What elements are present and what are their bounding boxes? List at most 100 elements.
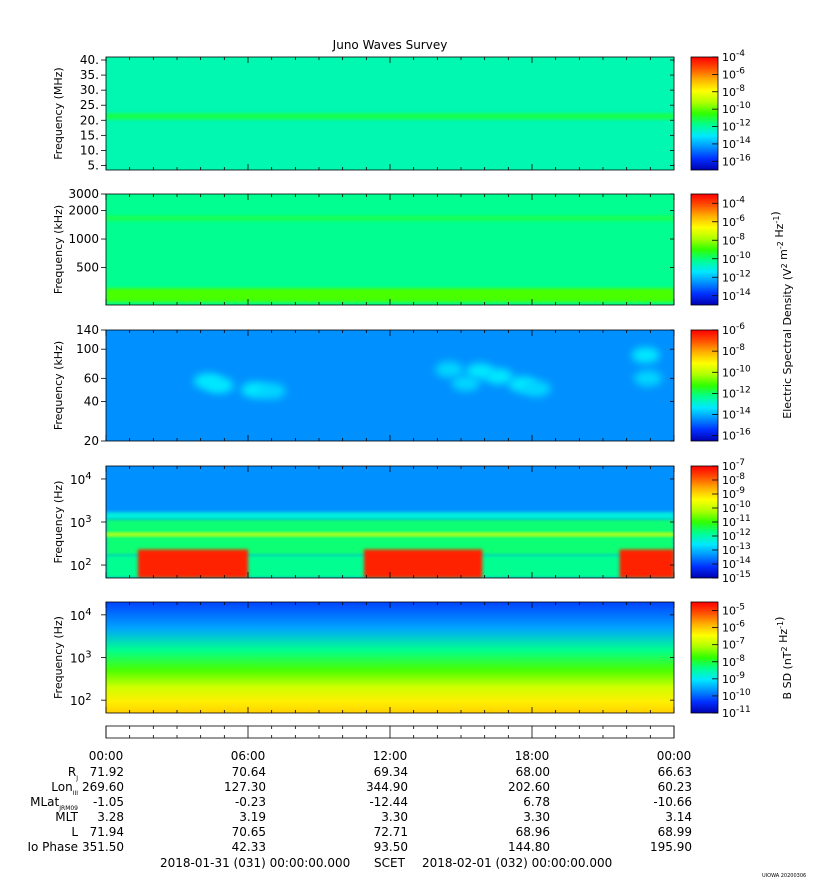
- y-axis-label: Frequency (Hz): [52, 616, 65, 699]
- ephemeris-value: 6.78: [523, 795, 550, 809]
- y-tick-label: 40.: [80, 53, 99, 67]
- x-tick-label: 00:00: [657, 749, 692, 763]
- y-tick-label: 3000: [68, 187, 99, 201]
- time-axis: 00:00 06:00 12:00 18:00 00:00: [89, 725, 692, 763]
- spectrogram-panel: 140 100 60 40 20 Frequency (kHz): [52, 323, 675, 448]
- ephemeris-value: 70.65: [232, 825, 266, 839]
- ephemeris-value: 351.50: [82, 840, 124, 854]
- scet-start: 2018-01-31 (031) 00:00:00.000: [160, 856, 350, 870]
- ephemeris-value: -1.05: [93, 795, 124, 809]
- tick-label: 10-8: [722, 472, 745, 487]
- emission-band: [106, 532, 674, 537]
- emission-feature: [522, 380, 551, 397]
- ephemeris-value: 127.30: [224, 780, 266, 794]
- emission-feature: [451, 375, 480, 392]
- spectrogram-panel: 40.35.30.25.20.15.10.5. Frequency (MHz): [52, 53, 675, 172]
- tick-label: 10-5: [722, 603, 745, 618]
- scet-label: SCET: [374, 856, 406, 870]
- x-tick-label: 00:00: [89, 749, 124, 763]
- y-tick-label: 40: [84, 394, 99, 408]
- tick-label: 10-14: [722, 288, 751, 303]
- tick-label: 10-6: [722, 214, 745, 229]
- tick-label: 10-11: [722, 514, 751, 529]
- colorbar: 10-5 10-6 10-7 10-8 10-9 10-10 10-11: [690, 601, 751, 720]
- y-axis-label: Frequency (MHz): [52, 67, 65, 159]
- tick-label: 10-14: [722, 556, 751, 571]
- spectrogram-panels: 40.35.30.25.20.15.10.5. Frequency (MHz) 30…: [52, 53, 675, 714]
- emission-band: [106, 215, 674, 222]
- ephemeris-value: 70.64: [232, 765, 266, 779]
- ephemeris-label: MLT: [55, 810, 78, 824]
- tick-label: 102: [70, 557, 92, 573]
- chart-title: Juno Waves Survey: [332, 38, 448, 52]
- tick-label: 10-16: [722, 428, 751, 443]
- tick-label: 10-7: [722, 637, 745, 652]
- tick-label: 10-10: [722, 101, 751, 116]
- ephemeris-label: RJ: [68, 765, 78, 782]
- spectrogram-panel: 3000 2000 1000 500 Frequency (kHz): [52, 187, 675, 306]
- emission-feature: [484, 368, 513, 385]
- tick-label: 10-14: [722, 407, 751, 422]
- ephemeris-value: 93.50: [374, 840, 408, 854]
- emission-feature: [631, 347, 660, 364]
- emission-feature: [257, 383, 286, 400]
- spectrogram-panel: 104 103 102 Frequency (Hz): [52, 601, 675, 714]
- y-tick-label: 15.: [80, 128, 99, 142]
- y-tick-label: 1000: [68, 232, 99, 246]
- colorbar: 10-6 10-8 10-10 10-12 10-14 10-16: [690, 322, 751, 443]
- spectrogram-panel: 104 103 102 Frequency (Hz): [52, 465, 675, 579]
- ephemeris-table: RJ 71.92 70.64 69.34 68.00 66.63 LonIII 269.60 1…: [27, 765, 692, 854]
- y-axis-label: Frequency (Hz): [52, 481, 65, 564]
- tick-label: 10-7: [722, 458, 745, 473]
- emission-block: [619, 549, 674, 578]
- y-tick-label: 2000: [68, 204, 99, 218]
- tick-label: 10-4: [722, 195, 745, 210]
- tick-label: 10-6: [722, 620, 745, 635]
- tick-label: 10-13: [722, 542, 751, 557]
- colorbar-scale: [690, 193, 719, 306]
- ephemeris-value: 3.19: [239, 810, 266, 824]
- emission-feature: [205, 377, 234, 394]
- tick-label: 10-4: [722, 49, 745, 64]
- tick-label: 10-8: [722, 84, 745, 99]
- ephemeris-value: 68.00: [516, 765, 550, 779]
- ephemeris-label: LonIII: [51, 780, 78, 797]
- tick-label: 10-6: [722, 66, 745, 81]
- y-axis-label: Frequency (kHz): [52, 205, 65, 294]
- emission-block: [137, 549, 248, 578]
- tick-label: 10-15: [722, 570, 751, 585]
- spectrogram-background: [106, 194, 674, 305]
- ephemeris-value: 144.80: [508, 840, 550, 854]
- spectrogram-background: [106, 602, 674, 713]
- colorbar-scale: [690, 56, 719, 171]
- y-tick-label: 5.: [88, 158, 99, 172]
- emission-band: [106, 512, 674, 520]
- tick-label: 102: [70, 692, 92, 708]
- ephemeris-value: 60.23: [658, 780, 692, 794]
- ephemeris-value: -0.23: [235, 795, 266, 809]
- y-tick-label: 500: [76, 260, 99, 274]
- x-tick-label: 18:00: [515, 749, 550, 763]
- tick-label: 10-10: [722, 500, 751, 515]
- ephemeris-value: 3.30: [523, 810, 550, 824]
- ephemeris-label: MLatJRM09: [30, 795, 78, 812]
- ephemeris-value: 68.96: [516, 825, 550, 839]
- ephemeris-value: 71.94: [90, 825, 124, 839]
- tick-label: 10-9: [722, 671, 745, 686]
- tick-label: 10-12: [722, 528, 751, 543]
- emission-feature: [435, 361, 464, 378]
- y-tick-label: 35.: [80, 68, 99, 82]
- y-tick-label: 25.: [80, 98, 99, 112]
- y-tick-label: 10.: [80, 143, 99, 157]
- emission-band: [106, 288, 674, 303]
- tick-label: 10-9: [722, 486, 745, 501]
- tick-label: 10-8: [722, 654, 745, 669]
- magnetic-colorbar-title: B SD (nT2 Hz-1): [773, 617, 794, 700]
- tick-label: 10-10: [722, 364, 751, 379]
- tick-label: 10-11: [722, 705, 751, 720]
- x-tick-label: 12:00: [373, 749, 408, 763]
- ephemeris-value: 202.60: [508, 780, 550, 794]
- emission-feature: [633, 370, 662, 387]
- y-tick-label: 60: [84, 371, 99, 385]
- spectrogram-background: [106, 330, 674, 441]
